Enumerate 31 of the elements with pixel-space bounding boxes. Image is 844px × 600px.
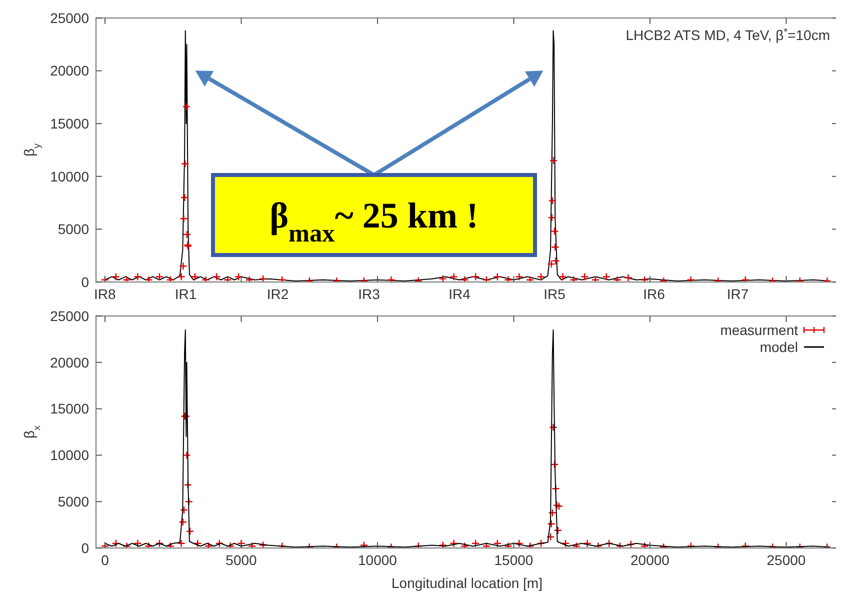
y-tick-label: 10000 bbox=[50, 168, 90, 184]
legend-label: model bbox=[760, 338, 798, 355]
y-tick-label: 25000 bbox=[50, 10, 90, 26]
text: IR5 bbox=[544, 286, 566, 302]
x-tick-label: 15000 bbox=[494, 552, 534, 568]
y-tick-label: 25000 bbox=[50, 308, 90, 324]
annotation: LHCB2 ATS MD, 4 TeV, β$^{*}$=10cm bbox=[626, 26, 830, 43]
text: IR7 bbox=[726, 286, 749, 302]
y-tick-label: 10000 bbox=[50, 447, 90, 464]
x-tick-label: 20000 bbox=[630, 552, 670, 568]
y-tick-label: 15000 bbox=[50, 400, 90, 417]
y-tick-label: 5000 bbox=[58, 494, 90, 510]
y-tick-label: 5000 bbox=[58, 221, 90, 238]
x-tick-label: 5000 bbox=[226, 552, 258, 568]
y-tick-label: 20000 bbox=[50, 354, 90, 370]
x-axis-title: Longitudinal location [m] bbox=[392, 575, 542, 591]
x-tick-label: 25000 bbox=[766, 552, 806, 568]
text: IR6 bbox=[643, 286, 666, 302]
legend-label: measurment bbox=[720, 322, 798, 338]
y-tick-label: 0 bbox=[81, 540, 90, 556]
text: IR8 bbox=[94, 286, 116, 302]
y-tick-label: 15000 bbox=[50, 116, 90, 132]
text: IR2 bbox=[266, 286, 289, 302]
y-tick-label: 20000 bbox=[50, 62, 90, 79]
text: IR3 bbox=[358, 286, 380, 302]
annotation: β$_{max}$~ 25 km ! bbox=[270, 196, 478, 248]
text: IR1 bbox=[174, 286, 197, 302]
text: IR4 bbox=[448, 286, 471, 302]
y-tick-label: 0 bbox=[81, 274, 90, 290]
x-tick-label: 10000 bbox=[358, 552, 398, 568]
x-tick-label: 0 bbox=[101, 552, 110, 568]
